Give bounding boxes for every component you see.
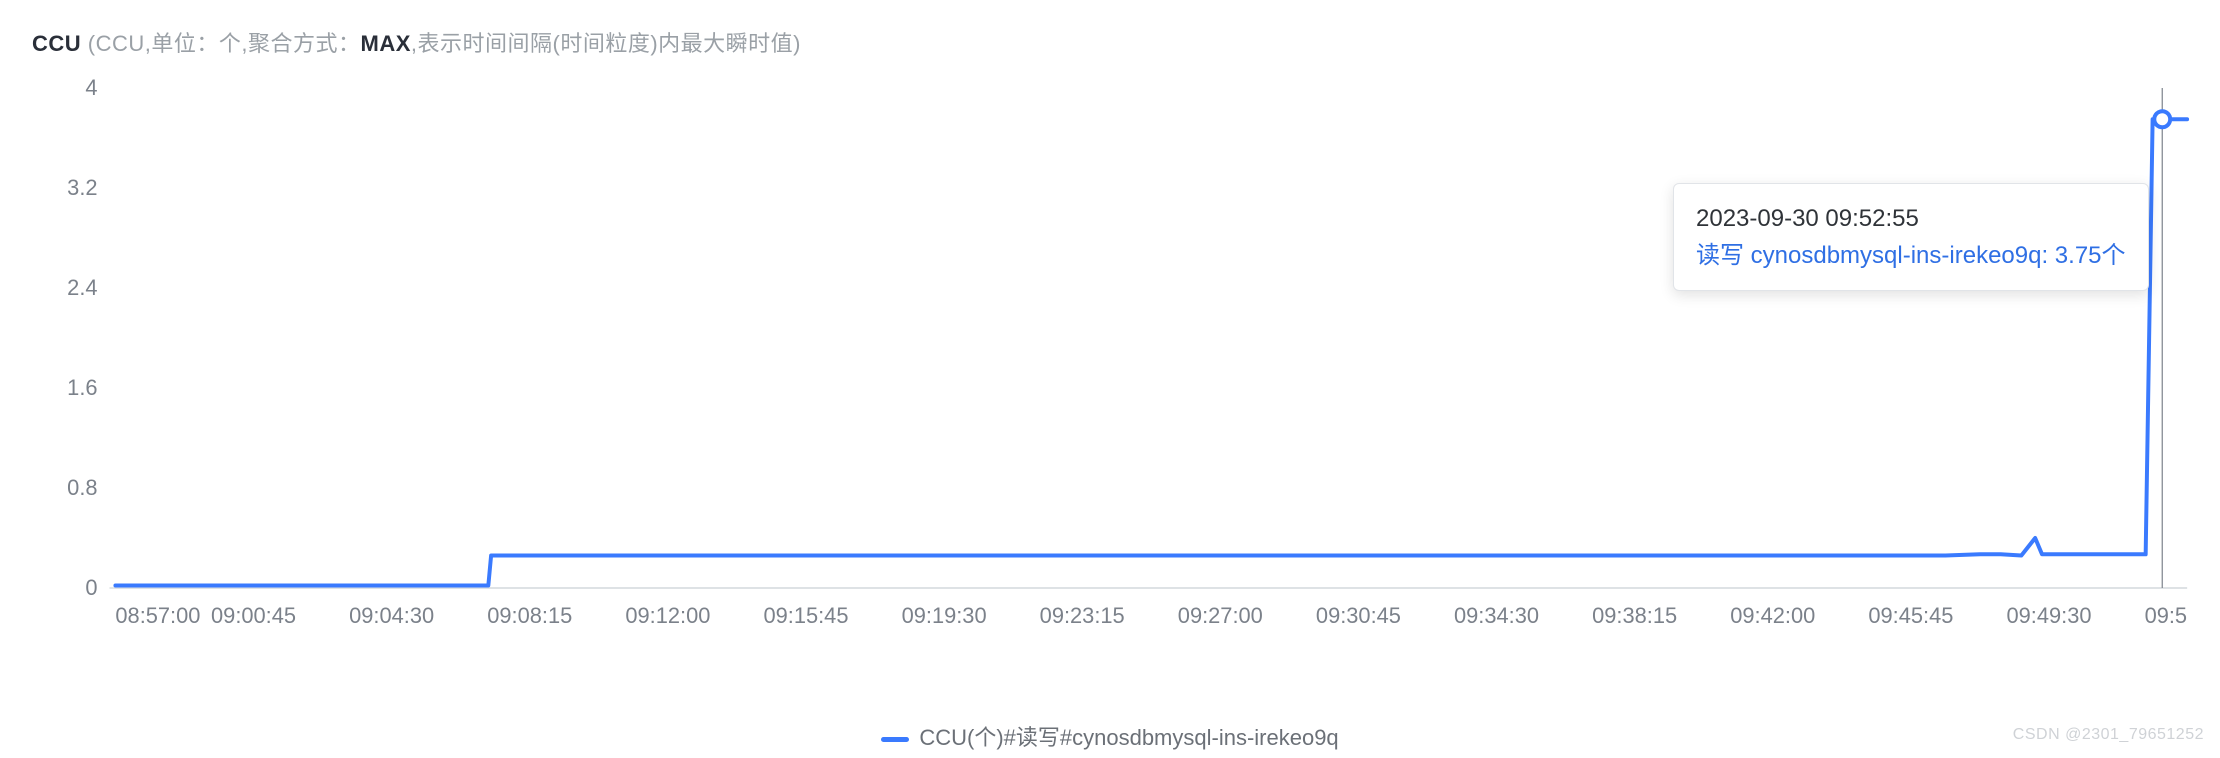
- svg-text:09:15:45: 09:15:45: [763, 603, 848, 628]
- svg-text:09:5: 09:5: [2145, 603, 2188, 628]
- chart-area[interactable]: 00.81.62.43.24 08:57:0009:00:4509:04:300…: [26, 68, 2202, 678]
- chart-legend[interactable]: CCU(个)#读写#cynosdbmysql-ins-irekeo9q: [0, 720, 2220, 752]
- hover-marker: [2154, 111, 2170, 127]
- svg-text:09:04:30: 09:04:30: [349, 603, 434, 628]
- chart-panel: CCU (CCU,单位：个,聚合方式：MAX,表示时间间隔(时间粒度)内最大瞬时…: [0, 0, 2220, 758]
- chart-svg: 00.81.62.43.24 08:57:0009:00:4509:04:300…: [26, 68, 2202, 678]
- svg-text:09:34:30: 09:34:30: [1454, 603, 1539, 628]
- svg-text:09:45:45: 09:45:45: [1868, 603, 1953, 628]
- tooltip-series-label: 读写 cynosdbmysql-ins-irekeo9q:: [1696, 242, 2055, 269]
- svg-text:09:19:30: 09:19:30: [902, 603, 987, 628]
- svg-text:09:27:00: 09:27:00: [1178, 603, 1263, 628]
- svg-text:09:30:45: 09:30:45: [1316, 603, 1401, 628]
- svg-text:09:12:00: 09:12:00: [625, 603, 710, 628]
- svg-text:09:38:15: 09:38:15: [1592, 603, 1677, 628]
- chart-title-sub-prefix: (CCU,单位：个,聚合方式：: [81, 31, 360, 56]
- svg-text:09:42:00: 09:42:00: [1730, 603, 1815, 628]
- chart-title-sub-suffix: ,表示时间间隔(时间粒度)内最大瞬时值): [411, 31, 801, 56]
- svg-text:09:49:30: 09:49:30: [2006, 603, 2091, 628]
- svg-text:3.2: 3.2: [67, 175, 97, 200]
- svg-text:09:00:45: 09:00:45: [211, 603, 296, 628]
- hover-tooltip: 2023-09-30 09:52:55 读写 cynosdbmysql-ins-…: [1673, 183, 2149, 291]
- svg-text:09:08:15: 09:08:15: [487, 603, 572, 628]
- svg-text:09:23:15: 09:23:15: [1040, 603, 1125, 628]
- tooltip-timestamp: 2023-09-30 09:52:55: [1696, 200, 2126, 237]
- tooltip-series-value: 3.75个: [2055, 242, 2126, 269]
- svg-text:08:57:00: 08:57:00: [115, 603, 200, 628]
- svg-text:0: 0: [85, 575, 97, 600]
- legend-label: CCU(个)#读写#cynosdbmysql-ins-irekeo9q: [919, 725, 1338, 750]
- gridlines: [109, 88, 2187, 588]
- y-axis-ticks: 0 0.8 1.6 2.4 3.2 4: [67, 75, 97, 600]
- svg-text:2.4: 2.4: [67, 275, 97, 300]
- watermark-text: CSDN @2301_79651252: [2013, 726, 2204, 744]
- chart-title-bold-mid: MAX: [361, 31, 411, 56]
- x-axis-ticks: 08:57:00 09:00:45 09:04:30 09:08:15 09:12:00…: [115, 603, 2187, 628]
- svg-text:0.8: 0.8: [67, 475, 97, 500]
- legend-swatch: [881, 737, 909, 742]
- tooltip-series-line: 读写 cynosdbmysql-ins-irekeo9q: 3.75个: [1696, 237, 2126, 274]
- svg-text:1.6: 1.6: [67, 375, 97, 400]
- chart-title-main: CCU: [32, 31, 81, 56]
- svg-text:4: 4: [85, 75, 97, 100]
- chart-title: CCU (CCU,单位：个,聚合方式：MAX,表示时间间隔(时间粒度)内最大瞬时…: [32, 26, 2202, 58]
